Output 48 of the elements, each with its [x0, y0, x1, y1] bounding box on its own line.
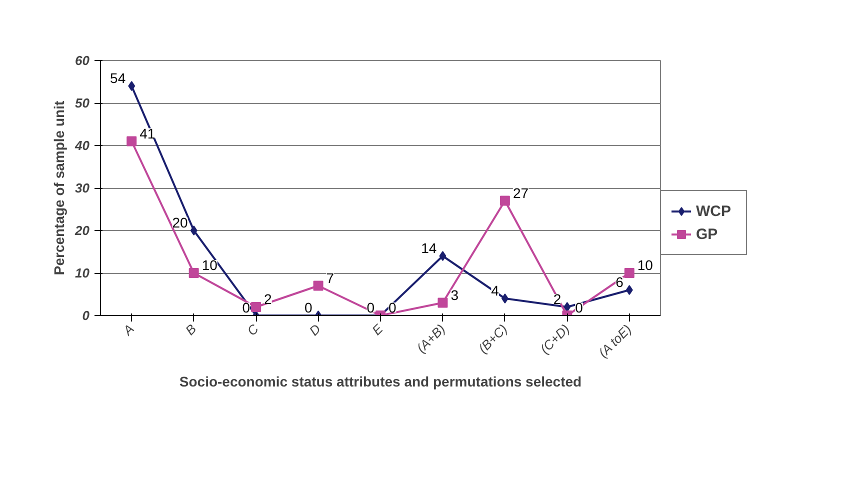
x-tick-label: B: [182, 320, 200, 338]
x-tick-label: D: [306, 321, 324, 338]
point: [438, 298, 448, 308]
point: [251, 302, 262, 312]
data-label: 7: [326, 270, 334, 286]
y-tick-label: 0: [82, 308, 90, 323]
x-tick-label: (A toE): [595, 322, 634, 360]
point: [501, 294, 508, 304]
legend-label: GP: [696, 226, 719, 242]
data-label: 10: [202, 257, 218, 273]
data-label: 0: [366, 300, 375, 316]
point: [500, 196, 510, 206]
data-label: 20: [172, 214, 188, 230]
data-label: 6: [616, 274, 624, 290]
data-label: 54: [110, 70, 126, 86]
y-tick-label: 10: [75, 266, 90, 280]
data-label: 2: [553, 291, 562, 307]
data-label: 14: [421, 240, 437, 256]
x-axis-title: Socio-economic status attributes and permutations selected: [179, 374, 582, 390]
data-label: 0: [575, 300, 584, 316]
data-label: 3: [450, 286, 459, 303]
data-label: 0: [242, 300, 250, 316]
data-label: 27: [512, 184, 529, 201]
point: [190, 226, 198, 236]
data-label: 2: [264, 291, 272, 307]
y-axis-title: Percentage of sample unit: [51, 100, 68, 276]
data-label: 10: [637, 257, 654, 273]
data-label: 41: [140, 125, 156, 142]
data-label: 0: [304, 300, 312, 316]
legend-label: WCP: [696, 202, 732, 220]
point: [626, 285, 633, 295]
y-tick-label: 60: [75, 53, 90, 68]
data-label: 4: [491, 282, 500, 298]
data-label: 0: [388, 300, 396, 316]
x-tick-label: A: [119, 321, 137, 339]
x-tick-label: C: [244, 320, 262, 338]
y-tick-label: 40: [74, 138, 90, 153]
point: [624, 268, 634, 278]
y-tick-label: 50: [75, 96, 90, 110]
point: [188, 268, 199, 278]
point: [439, 251, 446, 261]
point: [128, 81, 136, 91]
point: [564, 302, 571, 312]
point: [313, 280, 324, 291]
y-tick-label: 30: [75, 180, 90, 196]
point: [126, 136, 137, 146]
y-tick-label: 20: [74, 223, 90, 238]
x-tick-label: E: [369, 320, 386, 338]
